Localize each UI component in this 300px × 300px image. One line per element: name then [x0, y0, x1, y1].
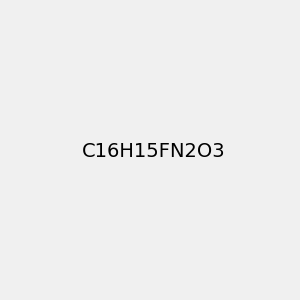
Text: C16H15FN2O3: C16H15FN2O3	[82, 142, 226, 161]
